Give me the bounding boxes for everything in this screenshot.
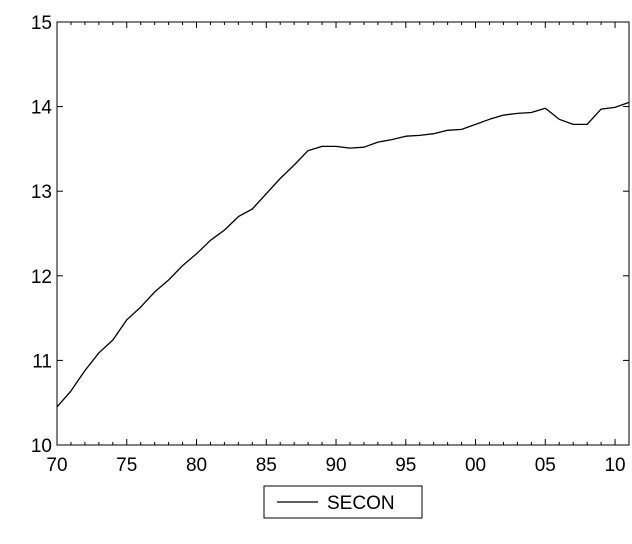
- x-tick-label: 80: [186, 455, 207, 476]
- x-tick-label: 70: [46, 455, 67, 476]
- x-tick-label: 10: [604, 455, 625, 476]
- y-tick-label: 11: [32, 351, 52, 372]
- x-tick-label: 00: [465, 455, 486, 476]
- x-axis-tick-labels: 70 75 80 85 90 95 00 05 10: [46, 455, 625, 476]
- y-tick-label: 15: [31, 13, 52, 34]
- legend-label-secon: SECON: [327, 493, 395, 514]
- tick-marks: [56, 21, 630, 446]
- x-tick-label: 90: [325, 455, 346, 476]
- x-tick-label: 95: [395, 455, 416, 476]
- y-axis-tick-labels: 10 11 12 13 14 15: [31, 13, 53, 457]
- x-tick-label: 75: [116, 455, 137, 476]
- y-tick-label: 13: [31, 182, 52, 203]
- legend: SECON: [263, 485, 423, 519]
- x-tick-label: 05: [535, 455, 556, 476]
- legend-box: [263, 485, 423, 519]
- series-line-secon: [56, 101, 630, 408]
- x-tick-label: 85: [256, 455, 277, 476]
- series-lines: [56, 101, 630, 408]
- plot-frame: [56, 21, 630, 446]
- y-tick-label: 12: [31, 267, 52, 288]
- y-tick-label: 10: [31, 436, 52, 457]
- y-tick-label: 14: [31, 98, 53, 119]
